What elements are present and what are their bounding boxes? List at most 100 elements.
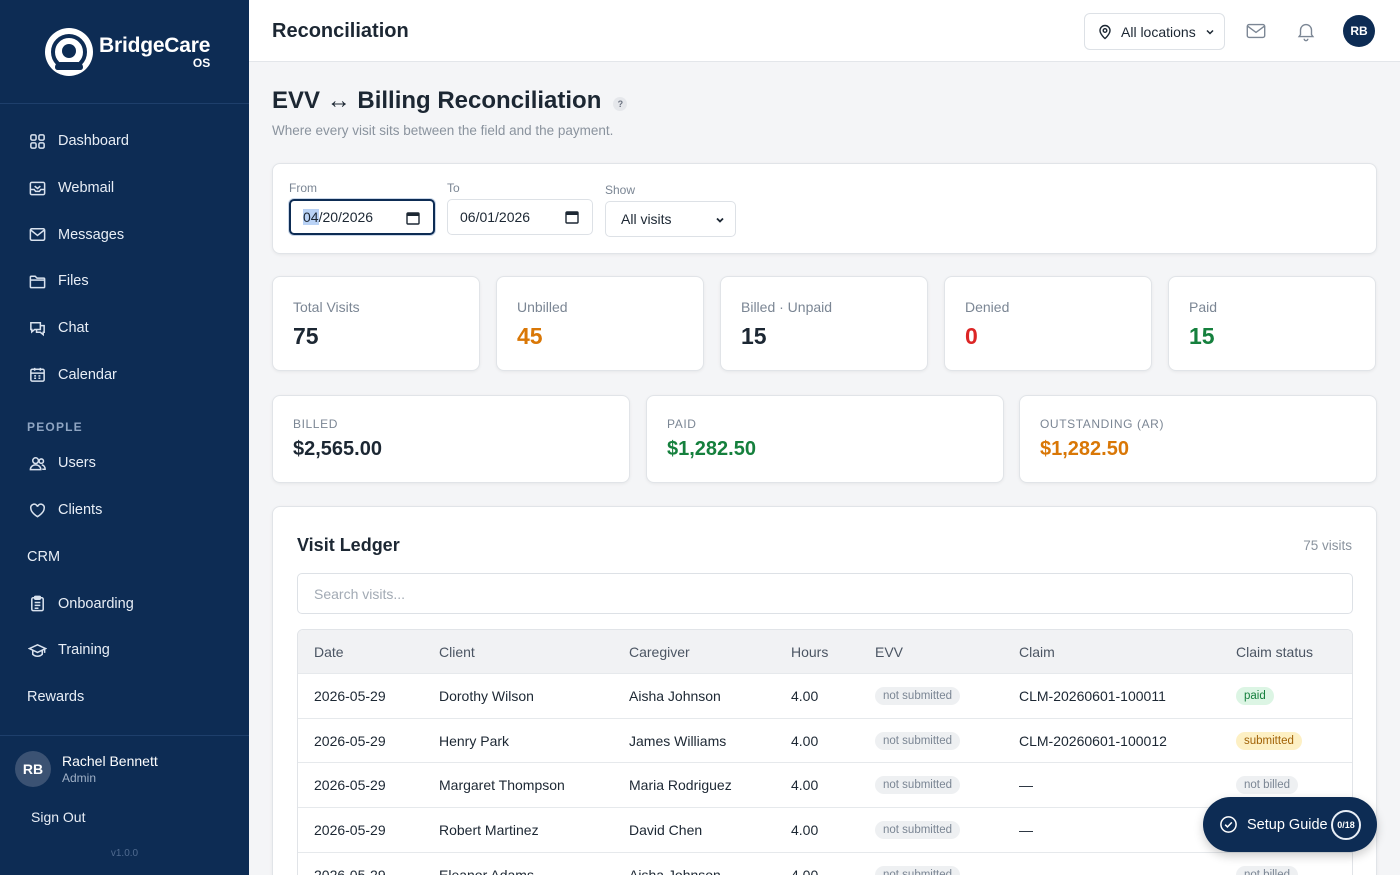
sidebar-item-onboarding[interactable]: Onboarding bbox=[0, 580, 249, 627]
sidebar-item-rewards[interactable]: Rewards bbox=[0, 674, 249, 721]
sidebar: BridgeCare OS Dashboard Webmail Messages… bbox=[0, 0, 249, 875]
cell-claim: CLM-20260601-100011 bbox=[1019, 687, 1166, 704]
cell-client: Robert Martinez bbox=[439, 821, 539, 838]
cell-client: Eleanor Adams bbox=[439, 866, 534, 875]
page-header-title: Reconciliation bbox=[272, 20, 409, 42]
user-profile[interactable]: RB Rachel Bennett Admin bbox=[0, 751, 249, 787]
money-card-billed: BILLED $2,565.00 bbox=[272, 395, 630, 483]
bell-icon[interactable] bbox=[1294, 19, 1318, 43]
ledger-count: 75 visits bbox=[1303, 538, 1352, 553]
column-header-claim[interactable]: Claim bbox=[1019, 643, 1055, 660]
cell-claim-status: submitted bbox=[1236, 719, 1302, 763]
cell-hours: 4.00 bbox=[791, 732, 819, 749]
show-select[interactable]: All visits bbox=[605, 201, 736, 237]
column-header-evv[interactable]: EVV bbox=[875, 643, 904, 660]
setup-guide-progress: 0/18 bbox=[1331, 810, 1361, 840]
inbox-icon bbox=[27, 178, 47, 198]
sidebar-item-label: Onboarding bbox=[58, 595, 134, 612]
stat-card-denied: Denied 0 bbox=[944, 276, 1152, 371]
evv-status-badge: not submitted bbox=[875, 731, 961, 750]
stat-label: Billed · Unpaid bbox=[741, 299, 833, 315]
ledger-table: Date Client Caregiver Hours EVV Claim Cl… bbox=[297, 629, 1353, 875]
page-subtitle: Where every visit sits between the field… bbox=[272, 123, 614, 138]
table-row[interactable]: 2026-05-29 Henry Park James Williams 4.00 no… bbox=[298, 719, 1352, 764]
map-pin-icon bbox=[1099, 24, 1111, 39]
clipboard-icon bbox=[27, 594, 47, 614]
cell-evv: not submitted bbox=[875, 763, 961, 807]
table-row[interactable]: 2026-05-29 Eleanor Adams Aisha Johnson 4.00… bbox=[298, 853, 1352, 875]
money-label: PAID bbox=[667, 417, 697, 431]
evv-status-badge: not submitted bbox=[875, 686, 961, 705]
column-header-caregiver[interactable]: Caregiver bbox=[629, 643, 690, 660]
search-input[interactable] bbox=[297, 573, 1353, 614]
brand-sub: OS bbox=[192, 55, 211, 70]
to-date-value: 06/01/2026 bbox=[460, 209, 531, 225]
calendar-icon[interactable] bbox=[406, 211, 420, 225]
header-avatar[interactable]: RB bbox=[1343, 15, 1375, 47]
table-row[interactable]: 2026-05-29 Robert Martinez David Chen 4.00 n… bbox=[298, 808, 1352, 853]
page-title-text: EVV ↔ Billing Reconciliation bbox=[272, 87, 602, 114]
setup-guide-button[interactable]: Setup Guide 0/18 bbox=[1203, 797, 1377, 852]
sidebar-item-chat[interactable]: Chat bbox=[0, 305, 249, 352]
avatar: RB bbox=[15, 751, 51, 787]
setup-guide-label: Setup Guide bbox=[1247, 816, 1328, 833]
sidebar-item-messages[interactable]: Messages bbox=[0, 211, 249, 258]
stat-label: Denied bbox=[965, 299, 1010, 315]
graduation-cap-icon bbox=[27, 640, 47, 660]
sidebar-item-webmail[interactable]: Webmail bbox=[0, 165, 249, 212]
stat-value: 75 bbox=[293, 323, 319, 349]
calendar-icon[interactable] bbox=[565, 210, 579, 224]
column-header-date[interactable]: Date bbox=[314, 643, 344, 660]
table-row[interactable]: 2026-05-29 Margaret Thompson Maria Rodrigu… bbox=[298, 763, 1352, 809]
cell-date: 2026-05-29 bbox=[314, 821, 386, 838]
money-card-outstanding: OUTSTANDING (AR) $1,282.50 bbox=[1019, 395, 1377, 483]
sidebar-item-label: Dashboard bbox=[58, 133, 129, 150]
mail-icon[interactable] bbox=[1244, 19, 1268, 43]
sidebar-item-dashboard[interactable]: Dashboard bbox=[0, 118, 249, 165]
sign-out-button[interactable]: Sign Out bbox=[31, 809, 86, 825]
cell-claim-status: paid bbox=[1236, 674, 1274, 718]
sidebar-item-label: Clients bbox=[58, 502, 103, 519]
sidebar-item-crm[interactable]: CRM bbox=[0, 534, 249, 581]
column-header-client[interactable]: Client bbox=[439, 643, 475, 660]
column-header-hours[interactable]: Hours bbox=[791, 643, 829, 660]
money-label: OUTSTANDING (AR) bbox=[1040, 417, 1165, 431]
evv-status-badge: not submitted bbox=[875, 865, 961, 875]
cell-hours: 4.00 bbox=[791, 821, 819, 838]
evv-status-badge: not submitted bbox=[875, 776, 961, 795]
filter-card: From 04/20/2026 To 06/01/2026 Show All v… bbox=[272, 163, 1377, 254]
claim-status-badge: paid bbox=[1236, 686, 1274, 705]
money-card-paid: PAID $1,282.50 bbox=[646, 395, 1004, 483]
cell-date: 2026-05-29 bbox=[314, 687, 386, 704]
table-header-row: Date Client Caregiver Hours EVV Claim Cl… bbox=[298, 630, 1352, 674]
from-date-input[interactable]: 04/20/2026 bbox=[289, 199, 435, 235]
user-block: RB Rachel Bennett Admin Sign Out v1.0.0 bbox=[0, 735, 249, 859]
sidebar-item-calendar[interactable]: Calendar bbox=[0, 351, 249, 398]
stat-card-billed-unpaid: Billed · Unpaid 15 bbox=[720, 276, 928, 371]
cell-date: 2026-05-29 bbox=[314, 732, 386, 749]
claim-status-badge: not billed bbox=[1236, 865, 1299, 875]
sidebar-item-training[interactable]: Training bbox=[0, 627, 249, 674]
location-select-value: All locations bbox=[1121, 23, 1196, 40]
stat-card-paid: Paid 15 bbox=[1168, 276, 1376, 371]
sidebar-item-files[interactable]: Files bbox=[0, 258, 249, 305]
table-row[interactable]: 2026-05-29 Dorothy Wilson Aisha Johnson 4.0… bbox=[298, 674, 1352, 719]
help-icon[interactable]: ? bbox=[613, 97, 628, 111]
to-date-input[interactable]: 06/01/2026 bbox=[447, 199, 593, 235]
stat-card-total-visits: Total Visits 75 bbox=[272, 276, 480, 371]
chevron-down-icon bbox=[716, 217, 724, 223]
location-select[interactable]: All locations bbox=[1084, 13, 1225, 50]
brand-name: BridgeCare bbox=[99, 33, 211, 57]
brand[interactable]: BridgeCare OS bbox=[0, 0, 249, 104]
column-header-claim-status[interactable]: Claim status bbox=[1236, 643, 1314, 660]
stat-card-unbilled: Unbilled 45 bbox=[496, 276, 704, 371]
visit-ledger-card: Visit Ledger 75 visits Date Client Careg… bbox=[272, 506, 1377, 875]
sidebar-section-people: PEOPLE bbox=[27, 420, 83, 435]
sidebar-nav: Dashboard Webmail Messages Files Chat Ca… bbox=[0, 104, 249, 720]
envelope-icon bbox=[27, 225, 47, 245]
show-label: Show bbox=[605, 183, 636, 197]
sidebar-item-clients[interactable]: Clients bbox=[0, 487, 249, 534]
sidebar-item-users[interactable]: Users bbox=[0, 440, 249, 487]
cell-hours: 4.00 bbox=[791, 777, 819, 794]
version-label: v1.0.0 bbox=[110, 848, 139, 859]
